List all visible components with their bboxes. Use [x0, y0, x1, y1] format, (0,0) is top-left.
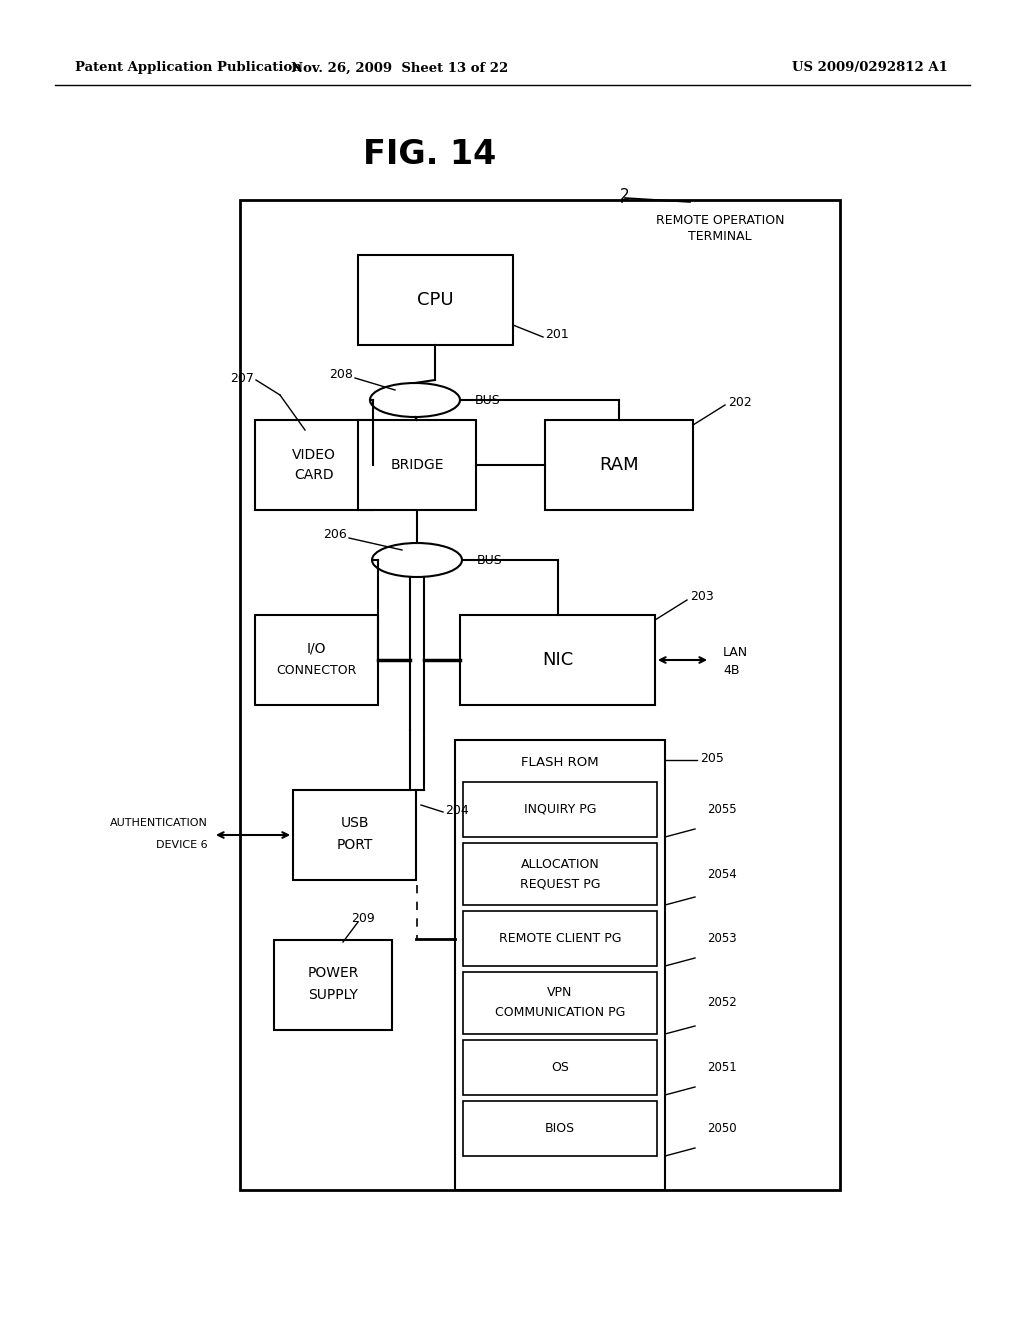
Bar	[255, 420, 373, 510]
Text: REMOTE OPERATION: REMOTE OPERATION	[655, 214, 784, 227]
Text: 202: 202	[728, 396, 752, 408]
Text: 2055: 2055	[707, 803, 736, 816]
Text: CONNECTOR: CONNECTOR	[276, 664, 356, 676]
Text: 4B: 4B	[723, 664, 739, 676]
Bar	[463, 911, 657, 966]
Bar	[240, 201, 840, 1191]
Text: BUS: BUS	[477, 553, 503, 566]
Text: 2053: 2053	[707, 932, 736, 945]
Text: Nov. 26, 2009  Sheet 13 of 22: Nov. 26, 2009 Sheet 13 of 22	[292, 62, 509, 74]
Text: 205: 205	[700, 751, 724, 764]
Bar	[463, 1101, 657, 1156]
Text: 2050: 2050	[707, 1122, 736, 1135]
Text: BUS: BUS	[475, 393, 501, 407]
Text: 2: 2	[620, 187, 630, 202]
Text: CARD: CARD	[294, 469, 334, 482]
Text: DEVICE 6: DEVICE 6	[157, 840, 208, 850]
Text: FIG. 14: FIG. 14	[364, 139, 497, 172]
Text: 208: 208	[329, 368, 353, 381]
Text: 201: 201	[545, 329, 568, 342]
Text: RAM: RAM	[599, 455, 639, 474]
Text: COMMUNICATION PG: COMMUNICATION PG	[495, 1006, 626, 1019]
Text: BRIDGE: BRIDGE	[390, 458, 443, 473]
Text: 203: 203	[690, 590, 714, 603]
Bar	[460, 615, 655, 705]
Text: LAN: LAN	[723, 645, 749, 659]
Bar	[463, 972, 657, 1034]
Text: FLASH ROM: FLASH ROM	[521, 755, 599, 768]
Bar	[545, 420, 693, 510]
Text: 209: 209	[351, 912, 375, 924]
Bar	[358, 420, 476, 510]
Text: REMOTE CLIENT PG: REMOTE CLIENT PG	[499, 932, 622, 945]
Ellipse shape	[372, 543, 462, 577]
Text: 2054: 2054	[707, 867, 736, 880]
Bar	[358, 255, 513, 345]
Ellipse shape	[370, 383, 460, 417]
Text: INQUIRY PG: INQUIRY PG	[523, 803, 596, 816]
Text: 207: 207	[230, 371, 254, 384]
Bar	[463, 781, 657, 837]
Text: 2051: 2051	[707, 1061, 736, 1074]
Text: AUTHENTICATION: AUTHENTICATION	[111, 818, 208, 828]
Text: BIOS: BIOS	[545, 1122, 575, 1135]
Text: CPU: CPU	[417, 290, 454, 309]
Text: OS: OS	[551, 1061, 569, 1074]
Text: VPN: VPN	[547, 986, 572, 999]
Text: ALLOCATION: ALLOCATION	[520, 858, 599, 870]
Bar	[455, 741, 665, 1191]
Text: 204: 204	[445, 804, 469, 817]
Text: Patent Application Publication: Patent Application Publication	[75, 62, 302, 74]
Text: REQUEST PG: REQUEST PG	[520, 878, 600, 891]
Text: VIDEO: VIDEO	[292, 447, 336, 462]
Text: I/O: I/O	[307, 642, 327, 655]
Text: PORT: PORT	[336, 838, 373, 851]
Text: USB: USB	[340, 816, 369, 830]
Text: SUPPLY: SUPPLY	[308, 987, 358, 1002]
Text: TERMINAL: TERMINAL	[688, 231, 752, 243]
Bar	[463, 1040, 657, 1096]
Text: NIC: NIC	[542, 651, 573, 669]
Text: 2052: 2052	[707, 997, 736, 1010]
Text: US 2009/0292812 A1: US 2009/0292812 A1	[792, 62, 948, 74]
Text: POWER: POWER	[307, 966, 358, 979]
Text: 206: 206	[324, 528, 347, 541]
Bar	[463, 843, 657, 906]
Bar	[255, 615, 378, 705]
Bar	[274, 940, 392, 1030]
Bar	[293, 789, 416, 880]
